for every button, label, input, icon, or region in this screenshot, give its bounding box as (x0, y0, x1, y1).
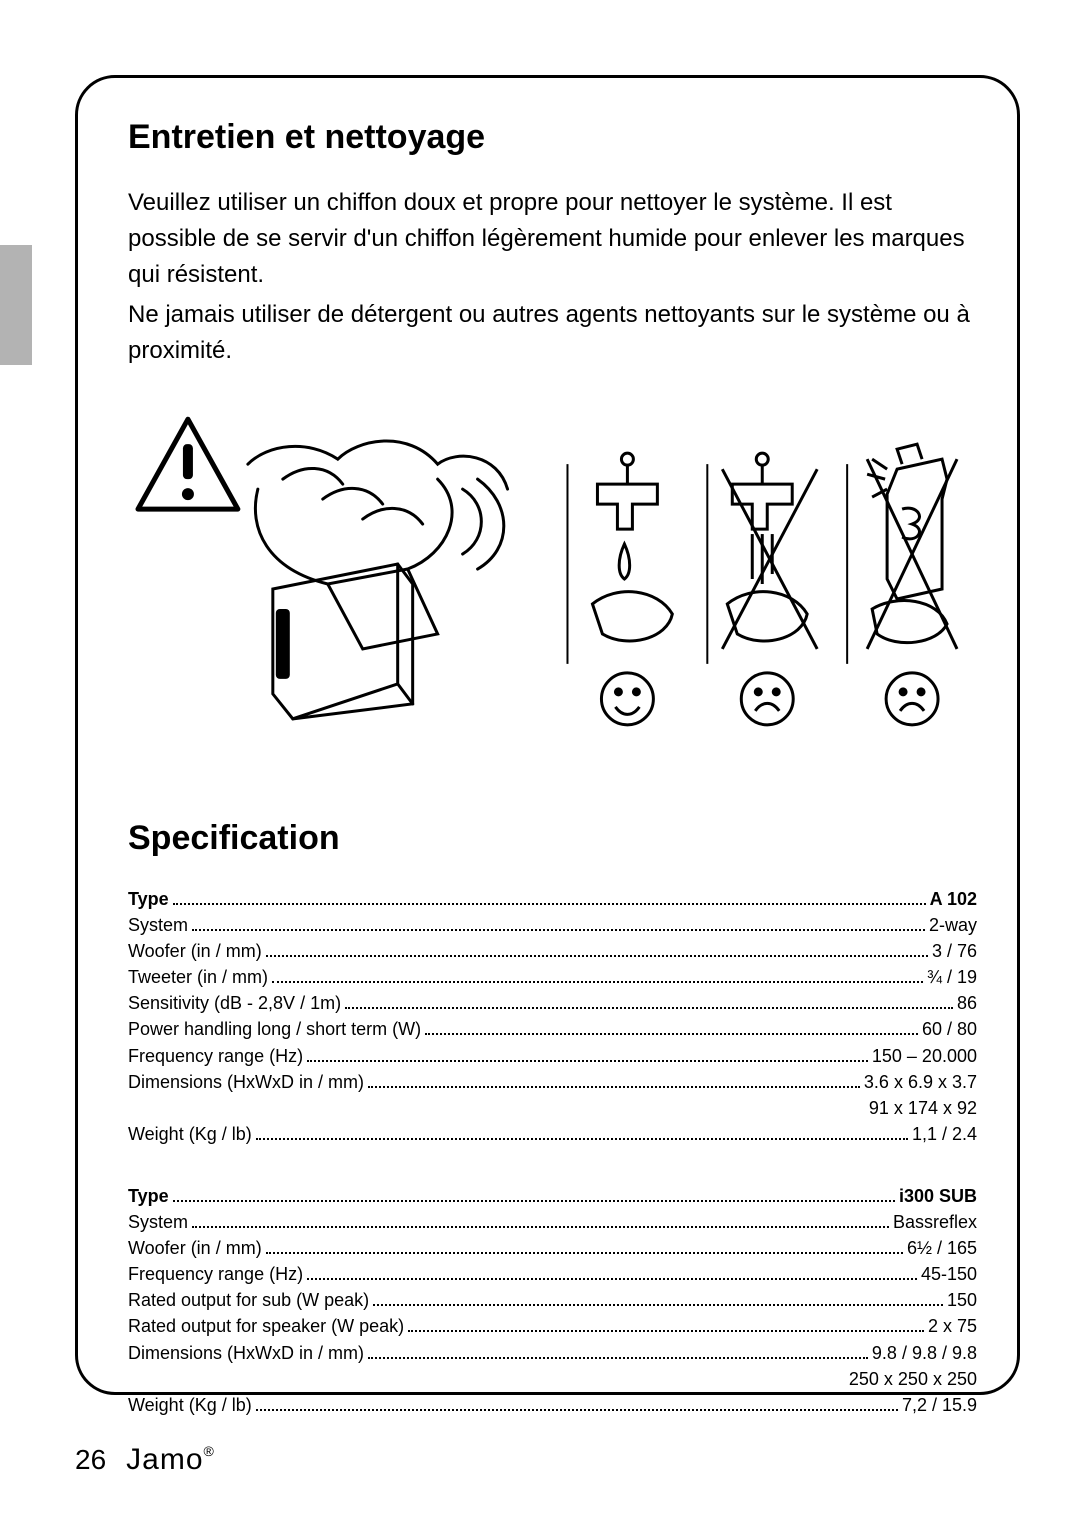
spec-leader-dots (368, 1357, 868, 1359)
spec-label: Frequency range (Hz) (128, 1261, 303, 1287)
spec-leader-dots (373, 1304, 943, 1306)
maintenance-title: Entretien et nettoyage (128, 118, 977, 157)
spec-group-1: Typei300 SUBSystemBassreflexWoofer (in /… (128, 1183, 977, 1418)
spec-leader-dots (408, 1330, 924, 1332)
spec-leader-dots (266, 1252, 903, 1254)
spec-value: 3 / 76 (932, 938, 977, 964)
spec-value: 3.6 x 6.9 x 3.7 (864, 1069, 977, 1095)
spec-value: 6½ / 165 (907, 1235, 977, 1261)
spec-leader-dots (256, 1138, 908, 1140)
spec-label: Frequency range (Hz) (128, 1043, 303, 1069)
spec-group-0: Type A 102 System 2-way Woofer (in / mm) 3 / … (128, 886, 977, 1147)
spec-value: 91 x 174 x 92 (869, 1095, 977, 1121)
spec-label: Woofer (in / mm) (128, 1235, 262, 1261)
spec-row: Tweeter (in / mm) ¾ / 19 (128, 964, 977, 990)
spec-label: Dimensions (HxWxD in / mm) (128, 1069, 364, 1095)
spec-row: Type i300 SUB (128, 1183, 977, 1209)
wet-cloth-no-icon (722, 453, 817, 725)
spec-label: System (128, 912, 188, 938)
spray-cleaner-no-icon (867, 444, 957, 725)
spec-value: 9.8 / 9.8 / 9.8 (872, 1340, 977, 1366)
spec-leader-dots (345, 1007, 953, 1009)
spec-value: 2 x 75 (928, 1313, 977, 1339)
spec-row: Woofer (in / mm) 6½ / 165 (128, 1235, 977, 1261)
spec-row: Rated output for speaker (W peak) 2 x 75 (128, 1313, 977, 1339)
spec-value: ¾ / 19 (927, 964, 977, 990)
maintenance-para-1: Veuillez utiliser un chiffon doux et pro… (128, 185, 977, 293)
spec-label: Power handling long / short term (W) (128, 1016, 421, 1042)
spec-row: Weight (Kg / lb) 1,1 / 2.4 (128, 1121, 977, 1147)
spec-value: 250 x 250 x 250 (849, 1366, 977, 1392)
spec-leader-dots (173, 903, 926, 905)
spec-row: Dimensions (HxWxD in / mm) 3.6 x 6.9 x 3.… (128, 1069, 977, 1095)
spec-label: Weight (Kg / lb) (128, 1121, 252, 1147)
spec-value: 150 – 20.000 (872, 1043, 977, 1069)
cleaning-illustration (128, 409, 977, 769)
spec-value: 45-150 (921, 1261, 977, 1287)
spec-value: Bassreflex (893, 1209, 977, 1235)
spec-row: 250 x 250 x 250 (128, 1366, 977, 1392)
spec-label: Woofer (in / mm) (128, 938, 262, 964)
spec-label: Type (128, 1183, 169, 1209)
spec-row: System 2-way (128, 912, 977, 938)
spec-leader-dots (192, 929, 925, 931)
spec-leader-dots (192, 1226, 889, 1228)
spec-label: System (128, 1209, 188, 1235)
spec-row: System Bassreflex (128, 1209, 977, 1235)
spec-label: Sensitivity (dB - 2,8V / 1m) (128, 990, 341, 1016)
hand-wiping-icon (248, 441, 508, 719)
cleaning-diagram-svg (128, 409, 977, 769)
spec-leader-dots (256, 1409, 898, 1411)
spec-row: Dimensions (HxWxD in / mm) 9.8 / 9.8 / 9.… (128, 1340, 977, 1366)
spec-label: Type (128, 886, 169, 912)
spec-row: Sensitivity (dB - 2,8V / 1m) 86 (128, 990, 977, 1016)
specification-title: Specification (128, 819, 977, 858)
spec-row: Rated output for sub (W peak) 150 (128, 1287, 977, 1313)
spec-value: 86 (957, 990, 977, 1016)
spec-row: Type A 102 (128, 886, 977, 912)
spec-row: Frequency range (Hz) 45-150 (128, 1261, 977, 1287)
specification-block: Type A 102 System 2-way Woofer (in / mm) 3 / … (128, 886, 977, 1418)
spec-value: 7,2 / 15.9 (902, 1392, 977, 1418)
spec-leader-dots (272, 981, 923, 983)
page-number: 26 (75, 1444, 106, 1476)
brand-logo: Jamo® (126, 1443, 215, 1477)
spec-value: 2-way (929, 912, 977, 938)
spec-label: Rated output for speaker (W peak) (128, 1313, 404, 1339)
spec-row: Weight (Kg / lb) 7,2 / 15.9 (128, 1392, 977, 1418)
spec-leader-dots (266, 955, 928, 957)
spec-label: Dimensions (HxWxD in / mm) (128, 1340, 364, 1366)
spec-leader-dots (307, 1060, 868, 1062)
spec-label: Weight (Kg / lb) (128, 1392, 252, 1418)
spec-value: A 102 (930, 886, 977, 912)
spec-value: 150 (947, 1287, 977, 1313)
spec-value: i300 SUB (899, 1183, 977, 1209)
spec-leader-dots (307, 1278, 917, 1280)
spec-row: Power handling long / short term (W) 60 /… (128, 1016, 977, 1042)
page-footer: 26 Jamo® (75, 1443, 215, 1477)
spec-leader-dots (425, 1033, 918, 1035)
spec-leader-dots (368, 1086, 860, 1088)
damp-cloth-ok-icon (592, 453, 672, 725)
side-tab (0, 245, 32, 365)
spec-value: 1,1 / 2.4 (912, 1121, 977, 1147)
spec-row: Frequency range (Hz) 150 – 20.000 (128, 1043, 977, 1069)
warning-triangle-icon (138, 419, 238, 509)
spec-label: Tweeter (in / mm) (128, 964, 268, 990)
page-frame: Entretien et nettoyage Veuillez utiliser… (75, 75, 1020, 1395)
spec-leader-dots (173, 1200, 895, 1202)
spec-value: 60 / 80 (922, 1016, 977, 1042)
spec-row: Woofer (in / mm) 3 / 76 (128, 938, 977, 964)
spec-row: 91 x 174 x 92 (128, 1095, 977, 1121)
maintenance-para-2: Ne jamais utiliser de détergent ou autre… (128, 297, 977, 369)
spec-label: Rated output for sub (W peak) (128, 1287, 369, 1313)
